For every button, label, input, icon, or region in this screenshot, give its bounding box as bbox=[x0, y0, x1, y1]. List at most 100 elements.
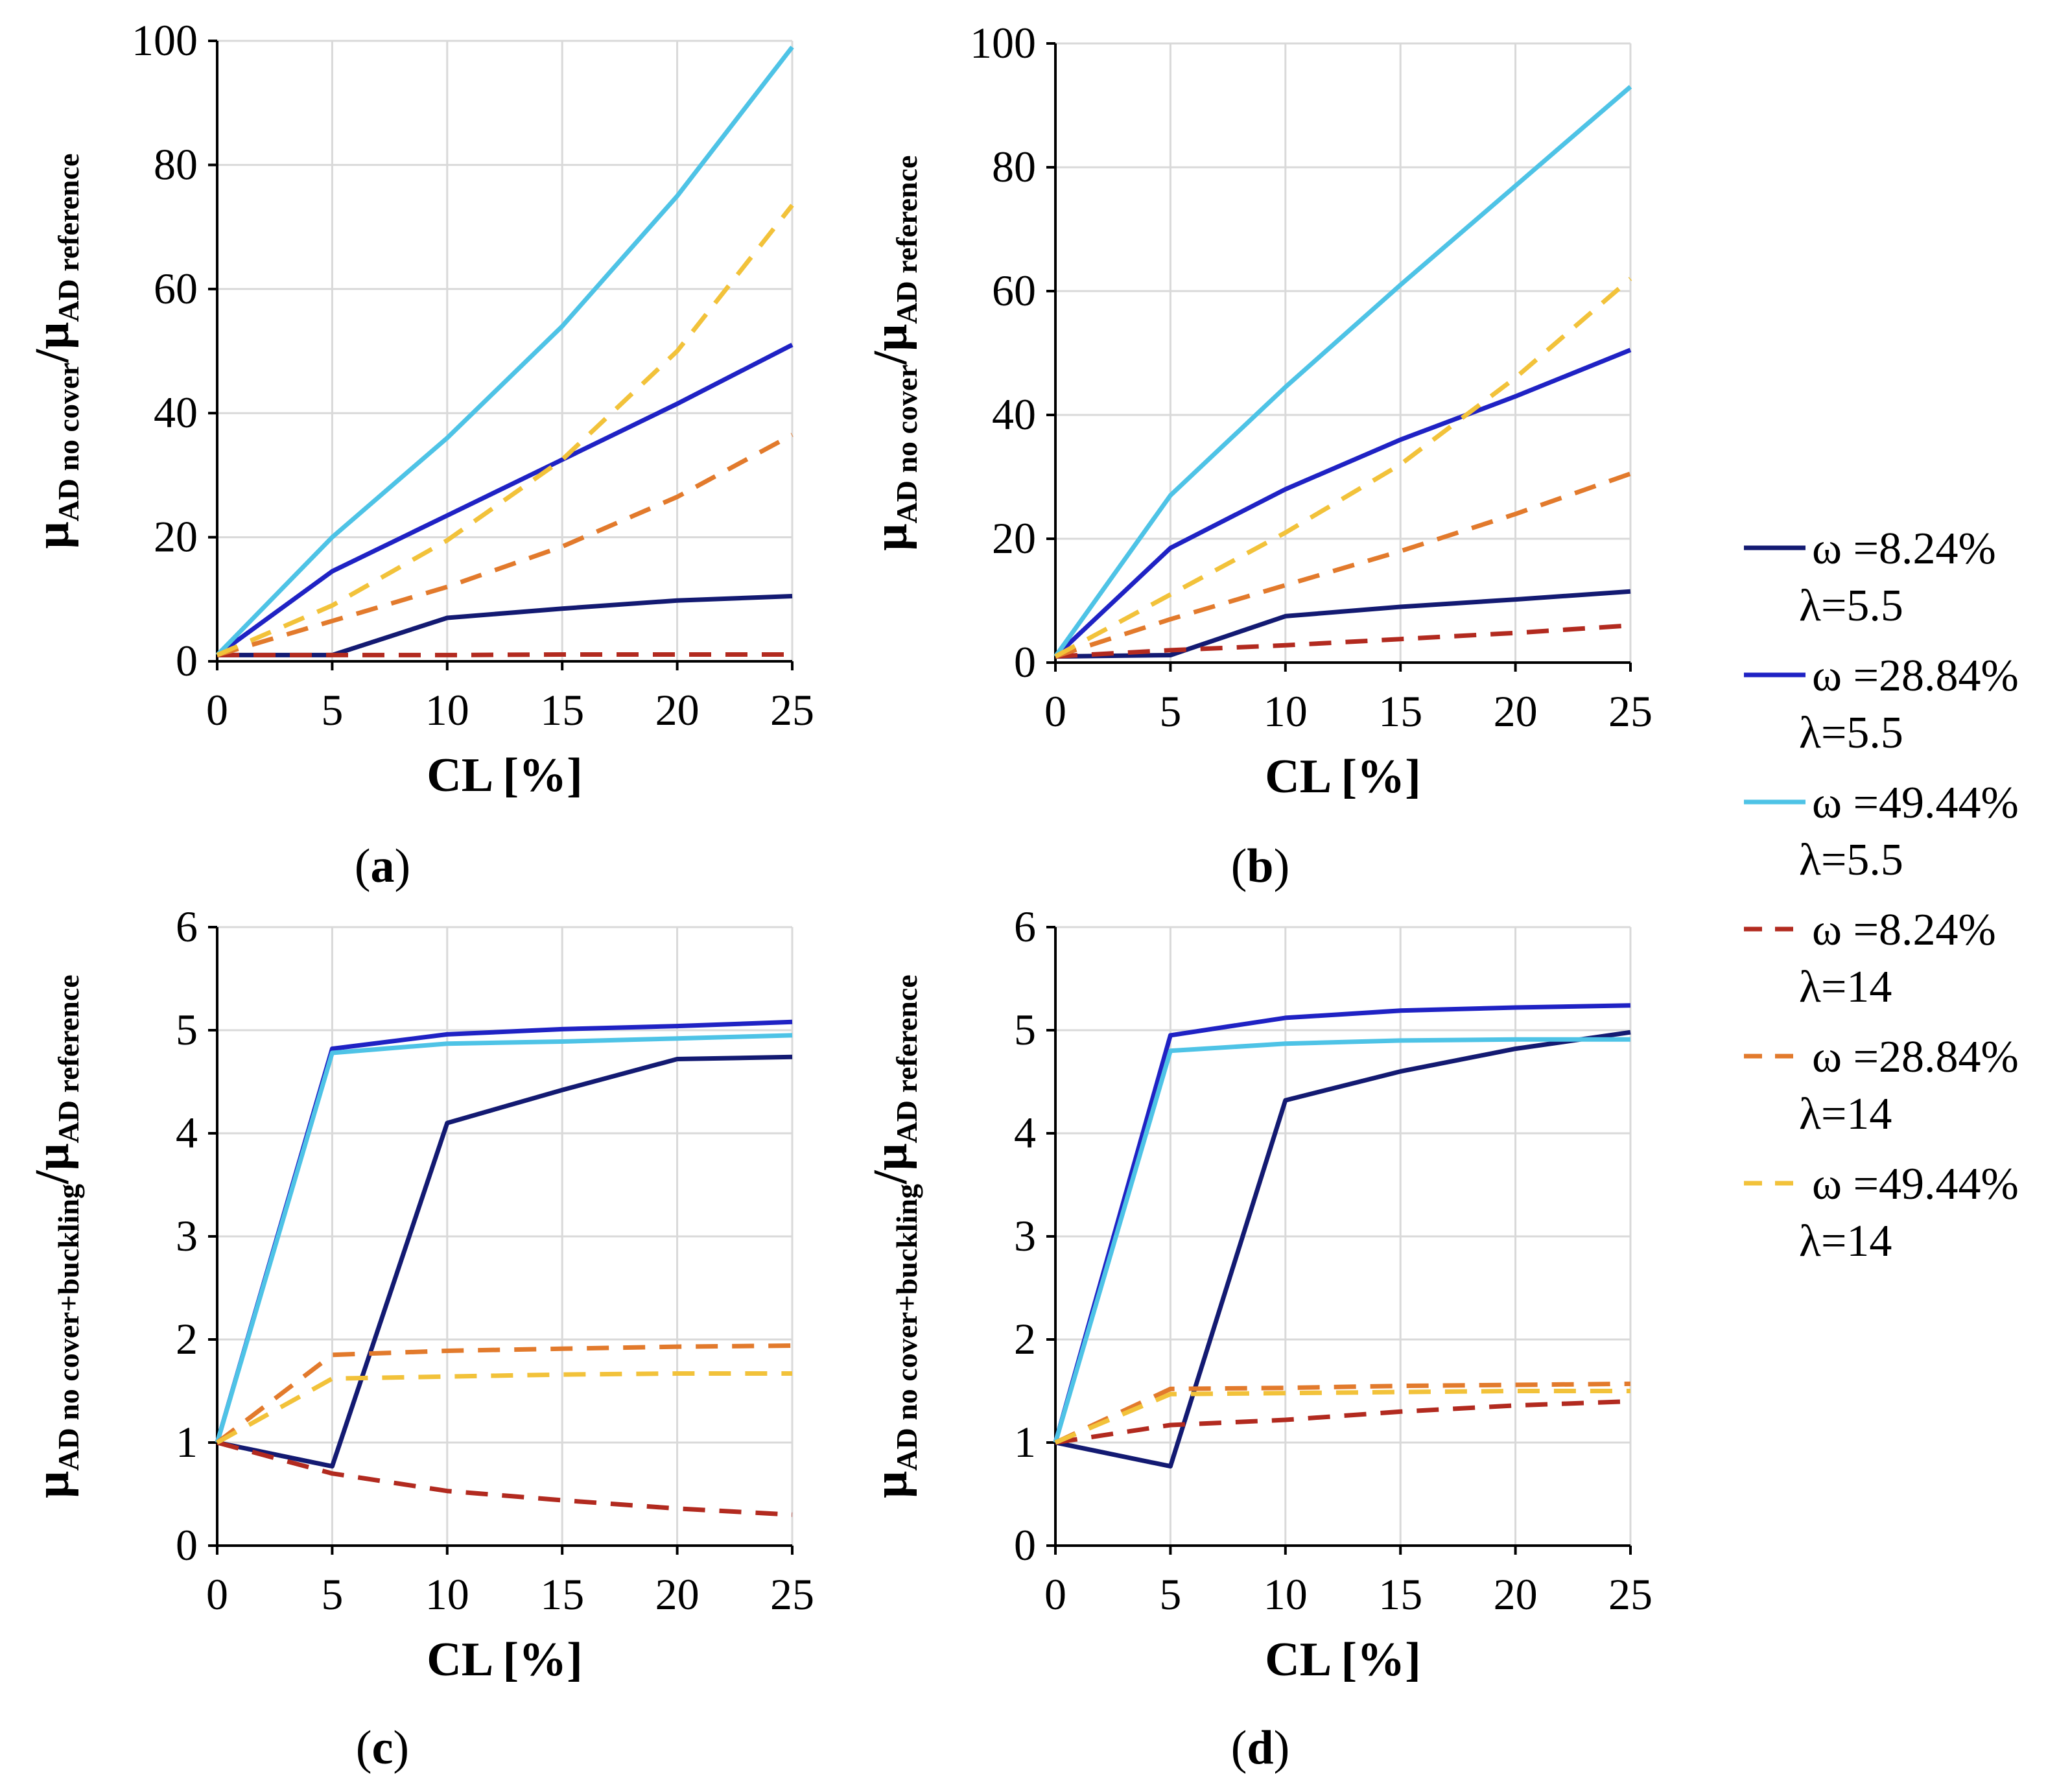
series-line-3 bbox=[215, 1033, 793, 1443]
y-title-sub-1: AD no cover+buckling bbox=[52, 1184, 85, 1471]
x-axis-title: CL [%] bbox=[1265, 750, 1421, 803]
x-tick-label: 25 bbox=[770, 685, 814, 735]
x-tick-label: 10 bbox=[1264, 1570, 1308, 1619]
y-title-sub-2: AD reference bbox=[890, 974, 923, 1143]
y-tick-label: 20 bbox=[992, 513, 1036, 563]
panel-paren-open: ( bbox=[1231, 1721, 1247, 1774]
legend-label-line-2: λ=14 bbox=[1799, 1216, 1892, 1266]
y-title-sub-1: AD no cover bbox=[890, 364, 923, 523]
panel-letter: c bbox=[372, 1721, 394, 1774]
legend-label-line-1: ω =49.44% bbox=[1812, 1159, 2019, 1209]
legend-label-line-1: ω =28.84% bbox=[1812, 1032, 2019, 1082]
legend-item: ω =28.84% λ=5.5 bbox=[1744, 651, 2019, 758]
y-title-sub-1: AD no cover bbox=[52, 362, 85, 521]
y-title-mu: μ bbox=[26, 521, 79, 548]
panel-letter: b bbox=[1247, 840, 1273, 893]
y-tick-label: 2 bbox=[176, 1314, 198, 1363]
x-tick-label: 15 bbox=[1378, 1570, 1422, 1619]
series-line-5 bbox=[215, 1343, 793, 1444]
legend-label-line-1: ω =49.44% bbox=[1812, 778, 2019, 828]
x-tick-label: 25 bbox=[1608, 687, 1652, 736]
x-tick-label: 20 bbox=[655, 685, 700, 735]
x-axis-title: CL [%] bbox=[427, 1633, 583, 1686]
legend-item: ω =28.84% λ=14 bbox=[1744, 1032, 2019, 1139]
y-title-sub-1: AD no cover+buckling bbox=[890, 1184, 923, 1471]
series-line-4 bbox=[217, 1440, 793, 1517]
legend-label-line-2: λ=5.5 bbox=[1799, 581, 1903, 631]
series-line-2 bbox=[215, 1019, 793, 1443]
series-line-3 bbox=[1053, 85, 1632, 658]
series-line-2 bbox=[215, 342, 794, 657]
series-line-3 bbox=[1053, 1037, 1630, 1443]
y-tick-label: 1 bbox=[176, 1417, 198, 1467]
series-line-6 bbox=[1054, 277, 1632, 659]
y-title-sub-2: AD reference bbox=[890, 156, 923, 324]
panel-label-b: (b) bbox=[1231, 840, 1289, 893]
x-tick-label: 15 bbox=[1378, 687, 1422, 736]
chart-d: 0 1 2 3 4 5 6 0 5 10 15 20 25 CL [%] μAD no cover+buck… bbox=[864, 902, 1652, 1774]
legend-item: ω =49.44% λ=5.5 bbox=[1744, 778, 2019, 885]
x-tick-label: 0 bbox=[1044, 1570, 1066, 1619]
series-line-1 bbox=[1055, 589, 1631, 659]
y-tick-label: 6 bbox=[1014, 902, 1036, 951]
legend-label-line-2: λ=5.5 bbox=[1799, 835, 1903, 885]
y-tick-label: 6 bbox=[176, 902, 198, 951]
x-tick-label: 5 bbox=[1159, 687, 1181, 736]
series-line-5 bbox=[1054, 1381, 1631, 1445]
panel-paren-close: ) bbox=[1274, 840, 1290, 893]
x-tick-label: 5 bbox=[1159, 1570, 1181, 1619]
series-line-6 bbox=[1054, 1389, 1630, 1445]
legend-label-line-1: ω =8.24% bbox=[1812, 524, 1996, 574]
legend-item: ω =8.24% λ=5.5 bbox=[1744, 524, 1996, 631]
series-line-6 bbox=[216, 204, 794, 657]
series-lines bbox=[1053, 1003, 1631, 1469]
x-tick-label: 25 bbox=[770, 1570, 814, 1619]
y-tick-label: 80 bbox=[992, 142, 1036, 191]
y-tick-label: 40 bbox=[154, 388, 198, 437]
gridlines bbox=[217, 926, 794, 1546]
chart-a: 0 20 40 60 80 100 0 5 10 15 20 25 CL [%] μAD no cover… bbox=[26, 16, 814, 893]
y-title-sub-2: AD reference bbox=[52, 154, 85, 322]
legend-label-line-1: ω =8.24% bbox=[1812, 905, 1996, 955]
panel-paren-close: ) bbox=[393, 1721, 409, 1774]
y-tick-label: 2 bbox=[1014, 1314, 1036, 1363]
series-line-1 bbox=[217, 594, 793, 657]
y-tick-label: 4 bbox=[176, 1108, 198, 1157]
chart-c: 0 1 2 3 4 5 6 0 5 10 15 20 25 CL [%] μAD no cover+buck… bbox=[26, 902, 814, 1774]
series-line-5 bbox=[217, 432, 794, 657]
series-line-1 bbox=[1055, 1030, 1631, 1469]
y-title-mu: μ bbox=[864, 1471, 917, 1498]
series-line-1 bbox=[217, 1054, 793, 1469]
y-tick-label: 0 bbox=[176, 1520, 198, 1570]
series-line-6 bbox=[216, 1371, 792, 1445]
x-tick-label: 5 bbox=[321, 1570, 343, 1619]
series-lines bbox=[1053, 85, 1632, 659]
x-tick-label: 20 bbox=[1494, 1570, 1538, 1619]
series-line-4 bbox=[1055, 1398, 1631, 1445]
x-tick-label: 10 bbox=[425, 685, 469, 735]
x-tick-label: 10 bbox=[1264, 687, 1308, 736]
y-axis-title: μAD no cover+buckling/μAD reference bbox=[26, 974, 85, 1498]
series-line-2 bbox=[1053, 1003, 1631, 1443]
y-title-slash-mu: /μ bbox=[864, 1143, 917, 1185]
y-tick-label: 3 bbox=[176, 1211, 198, 1260]
panel-letter: d bbox=[1247, 1721, 1273, 1774]
x-tick-label: 0 bbox=[206, 685, 228, 735]
legend-label-line-2: λ=14 bbox=[1799, 1089, 1892, 1139]
panel-label-a: (a) bbox=[355, 840, 410, 893]
panel-letter: a bbox=[371, 840, 395, 893]
y-title-slash-mu: /μ bbox=[26, 322, 79, 364]
chart-b: 0 20 40 60 80 100 0 5 10 15 20 25 CL [%] μAD no cover… bbox=[864, 18, 1652, 893]
legend-item: ω =49.44% λ=14 bbox=[1744, 1159, 2019, 1266]
y-tick-label: 0 bbox=[1014, 1520, 1036, 1570]
panel-paren-open: ( bbox=[355, 840, 371, 893]
y-axis-title: μAD no cover/μAD reference bbox=[864, 156, 923, 551]
y-tick-label: 100 bbox=[132, 16, 198, 65]
series-lines bbox=[215, 45, 794, 657]
y-axis-title: μAD no cover+buckling/μAD reference bbox=[864, 974, 923, 1498]
x-tick-label: 20 bbox=[1494, 687, 1538, 736]
y-tick-label: 3 bbox=[1014, 1211, 1036, 1260]
y-tick-label: 0 bbox=[176, 636, 198, 685]
legend: ω =8.24% λ=5.5 ω =28.84% λ=5.5 ω =49.44% λ=5.… bbox=[1744, 524, 2019, 1266]
